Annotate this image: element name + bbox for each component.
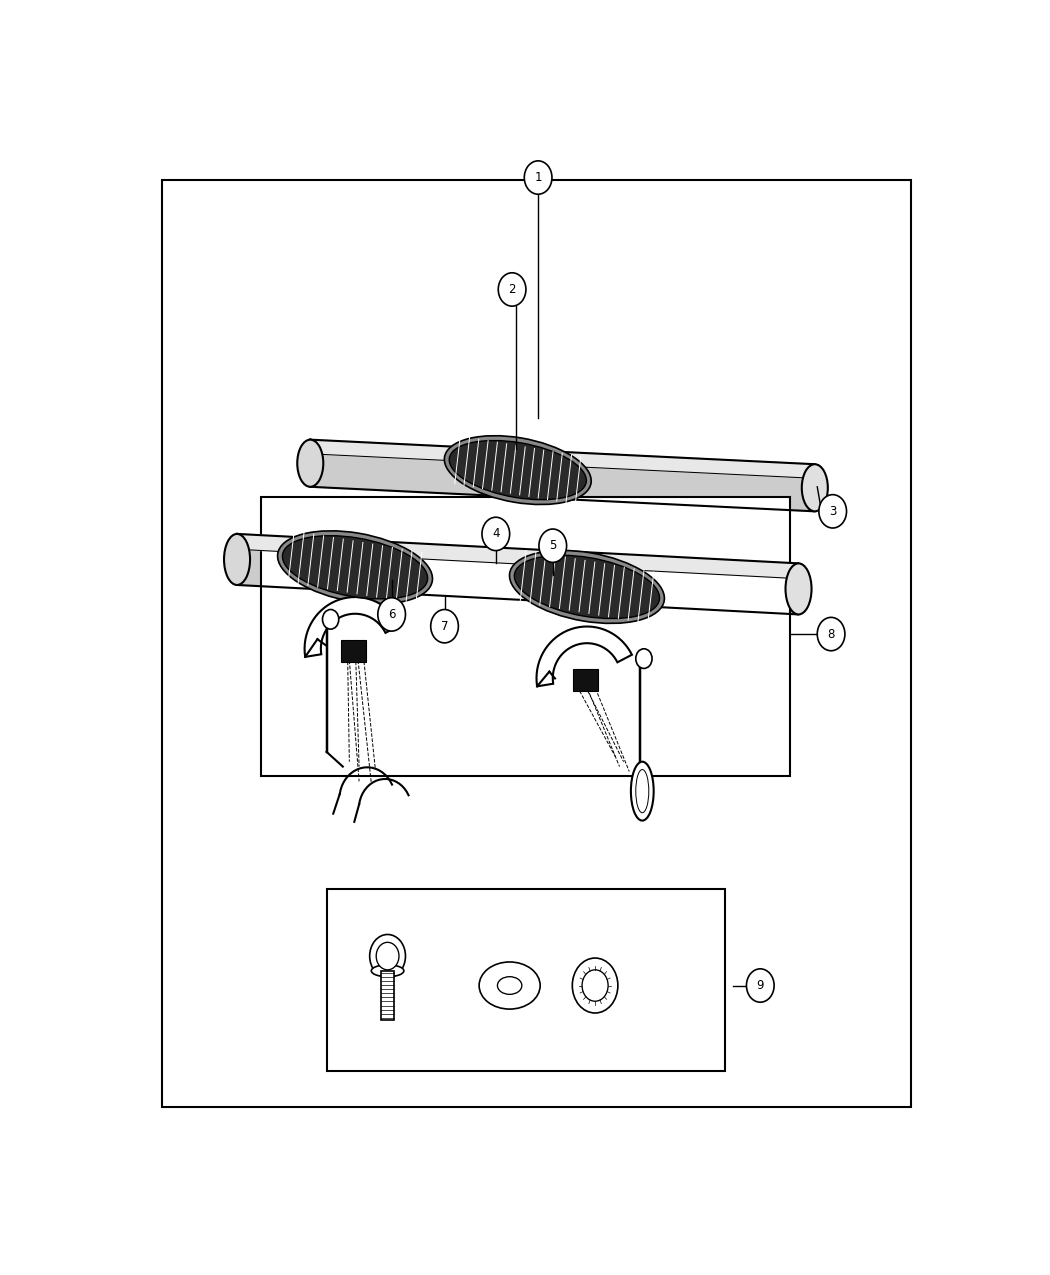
Ellipse shape — [785, 564, 812, 615]
Ellipse shape — [636, 770, 649, 812]
Bar — [327, 890, 726, 1071]
Polygon shape — [537, 626, 632, 686]
Polygon shape — [237, 534, 798, 579]
Circle shape — [430, 609, 459, 643]
Ellipse shape — [297, 440, 323, 487]
Bar — [341, 640, 365, 662]
Text: 6: 6 — [387, 608, 396, 621]
Circle shape — [370, 935, 405, 978]
Text: 4: 4 — [492, 528, 500, 541]
Circle shape — [499, 273, 526, 306]
Ellipse shape — [802, 464, 827, 511]
Circle shape — [817, 617, 845, 650]
Circle shape — [582, 970, 608, 1001]
Bar — [573, 669, 597, 691]
Ellipse shape — [514, 556, 659, 618]
Ellipse shape — [444, 436, 591, 505]
Bar — [261, 497, 791, 776]
Text: 5: 5 — [549, 539, 556, 552]
Text: 9: 9 — [757, 979, 764, 992]
Circle shape — [378, 598, 405, 631]
Text: 2: 2 — [508, 283, 516, 296]
Ellipse shape — [479, 961, 540, 1009]
Ellipse shape — [449, 440, 586, 500]
Ellipse shape — [372, 965, 404, 977]
Ellipse shape — [509, 551, 665, 623]
Text: 8: 8 — [827, 627, 835, 640]
Ellipse shape — [282, 536, 427, 599]
Text: 7: 7 — [441, 620, 448, 632]
Circle shape — [482, 518, 509, 551]
Polygon shape — [304, 597, 400, 657]
Text: 3: 3 — [830, 505, 837, 518]
Circle shape — [635, 649, 652, 668]
Ellipse shape — [277, 530, 433, 604]
Polygon shape — [311, 440, 815, 478]
Polygon shape — [237, 534, 798, 615]
Circle shape — [524, 161, 552, 194]
Polygon shape — [311, 440, 815, 511]
Circle shape — [819, 495, 846, 528]
Ellipse shape — [631, 761, 654, 821]
Ellipse shape — [224, 534, 250, 585]
Circle shape — [572, 958, 617, 1014]
Circle shape — [322, 609, 339, 629]
Circle shape — [376, 942, 399, 970]
Circle shape — [539, 529, 567, 562]
Circle shape — [747, 969, 774, 1002]
Text: 1: 1 — [534, 171, 542, 184]
Ellipse shape — [498, 977, 522, 994]
Bar — [381, 970, 394, 1020]
